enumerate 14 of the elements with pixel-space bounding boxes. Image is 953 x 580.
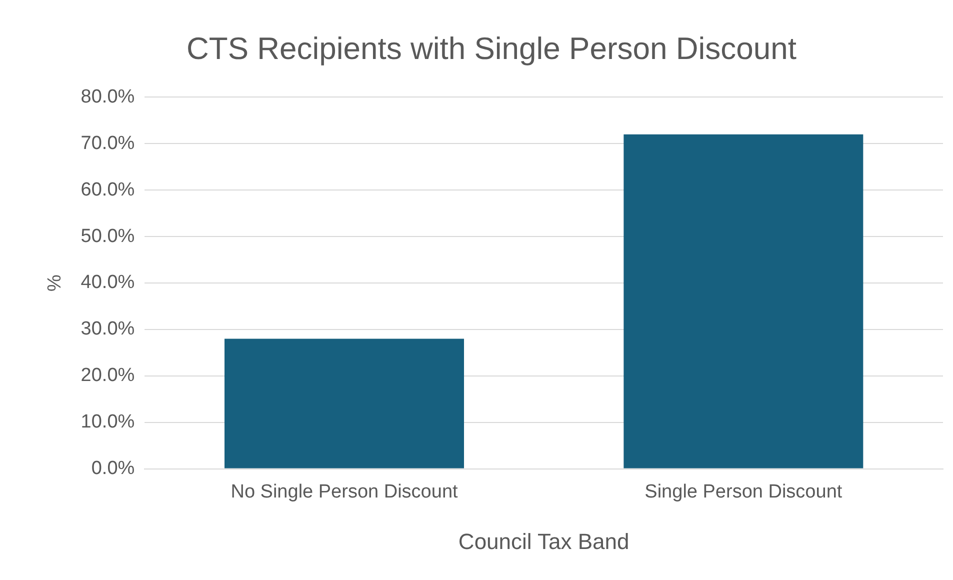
y-axis-title: % <box>44 274 66 292</box>
x-tick-label: Single Person Discount <box>644 481 843 502</box>
x-tick-label: No Single Person Discount <box>230 481 458 502</box>
y-tick-label: 70.0% <box>80 132 135 154</box>
chart-title: CTS Recipients with Single Person Discount <box>186 31 797 66</box>
y-tick-label: 50.0% <box>80 226 135 247</box>
y-tick-label: 60.0% <box>80 179 135 200</box>
y-tick-label: 40.0% <box>80 272 135 294</box>
x-axis-title: Council Tax Band <box>458 528 630 554</box>
y-tick-label: 0.0% <box>91 458 135 480</box>
y-tick-label: 10.0% <box>80 412 135 433</box>
y-tick-label: 20.0% <box>80 365 135 386</box>
y-tick-label: 30.0% <box>80 318 135 340</box>
y-tick-label: 80.0% <box>80 86 135 108</box>
